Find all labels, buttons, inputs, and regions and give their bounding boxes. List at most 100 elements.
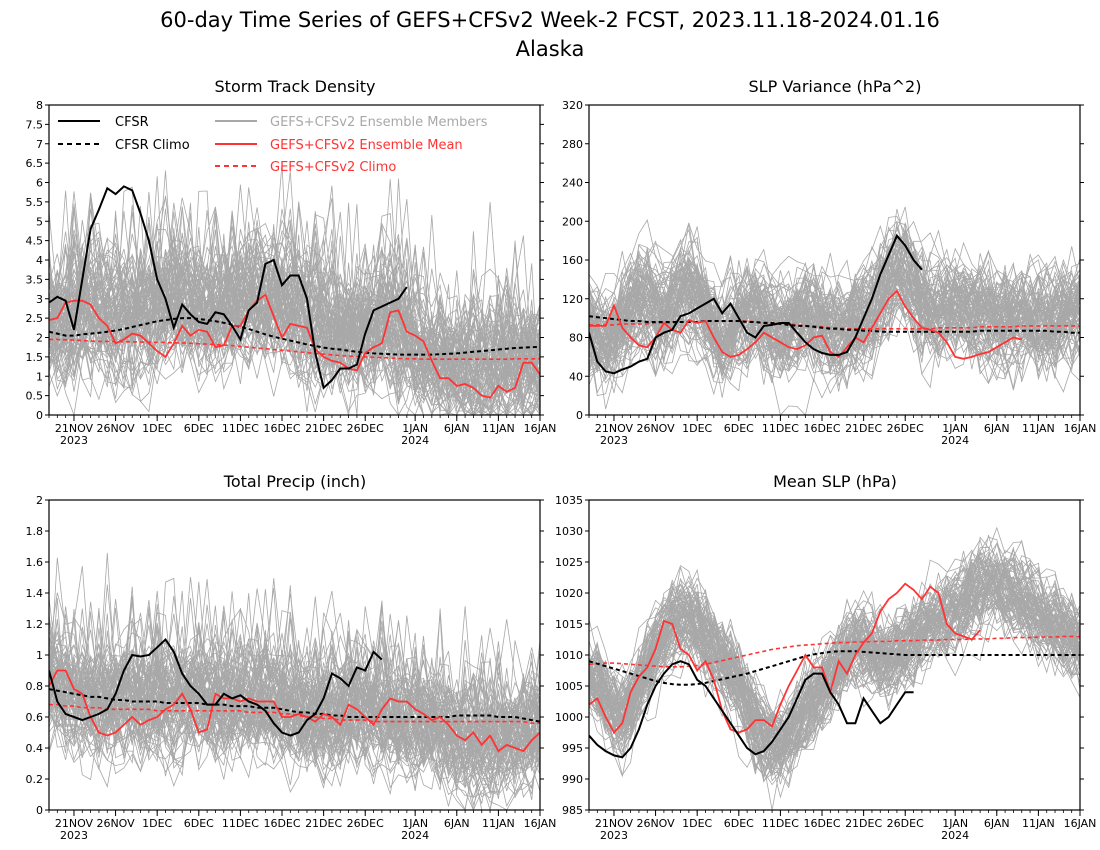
x-tick-year-label: 2024 (401, 434, 429, 447)
y-tick-label: 200 (562, 215, 583, 228)
panel-slp-variance: SLP Variance (hPa^2) 0 40 80 120 160 200 240 28… (562, 77, 1096, 447)
ensemble-member-line (49, 237, 540, 415)
ensemble-member-line (589, 556, 1080, 778)
ensemble-member-line (49, 636, 540, 792)
x-tick-label: 6DEC (724, 817, 754, 830)
y-tick-label: 985 (562, 804, 583, 817)
y-tick-label: 2.5 (26, 312, 44, 325)
y-tick-label: 1 (36, 649, 43, 662)
panel-storm-track-density: Storm Track Density 0 0.5 1 1.5 2 2.5 3 3.5 4 4.5… (26, 77, 557, 447)
y-tick-label: 1035 (555, 494, 583, 507)
ensemble-member-line (589, 258, 1080, 353)
x-tick-label: 16JAN (524, 422, 557, 435)
x-tick-label: 26DEC (887, 422, 924, 435)
x-tick-label: 6JAN (984, 817, 1010, 830)
x-tick-label: 11DEC (222, 422, 259, 435)
y-tick-label: 1.8 (26, 525, 44, 538)
y-tick-label: 1020 (555, 587, 583, 600)
y-tick-label: 0 (36, 409, 43, 422)
y-tick-label: 1025 (555, 556, 583, 569)
x-tick-label: 16DEC (803, 422, 840, 435)
y-tick-label: 6 (36, 177, 43, 190)
x-tick-label: 1DEC (682, 817, 712, 830)
legend-label-members: GEFS+CFSv2 Ensemble Members (270, 115, 488, 130)
ensemble-member-line (49, 236, 540, 415)
y-tick-label: 0 (576, 409, 583, 422)
x-tick-label: 26DEC (887, 817, 924, 830)
ensemble-member-line (589, 225, 1080, 380)
ensemble-member-line (49, 599, 540, 799)
ensemble-member-line (49, 630, 540, 770)
ensemble-member-line (589, 261, 1080, 395)
legend-label-cfsr-climo: CFSR Climo (115, 138, 190, 153)
y-tick-label: 7 (36, 138, 43, 151)
x-tick-label: 26DEC (347, 817, 384, 830)
y-tick-label: 1030 (555, 525, 583, 538)
x-tick-label: 1JAN (942, 817, 968, 830)
y-tick-label: 160 (562, 254, 583, 267)
cfsr-line (589, 233, 923, 375)
x-tick-label: 6JAN (984, 422, 1010, 435)
x-tick-label: 6DEC (184, 422, 214, 435)
x-tick-year-label: 2023 (60, 434, 88, 447)
ensemble-member-line (49, 185, 540, 415)
cfsr-climo-line (589, 650, 1080, 686)
ensemble-member-line (589, 242, 1080, 364)
ensemble-member-line (589, 237, 1080, 376)
x-tick-label: 21DEC (305, 817, 342, 830)
ensemble-member-line (589, 561, 1080, 767)
panel-title: SLP Variance (hPa^2) (749, 77, 922, 96)
ensemble-member-line (589, 274, 1080, 381)
ensemble-member-line (49, 259, 540, 415)
ensemble-member-line (49, 601, 540, 760)
y-tick-label: 0.5 (26, 390, 44, 403)
ensemble-member-line (589, 546, 1080, 740)
y-tick-label: 0 (36, 804, 43, 817)
ensemble-member-line (589, 229, 1080, 381)
ensemble-members (49, 163, 540, 415)
figure-subtitle: Alaska (516, 37, 585, 61)
cfsr-climo-line (49, 688, 540, 723)
ensemble-member-line (589, 235, 1080, 377)
ensemble-mean-line (49, 669, 540, 753)
y-tick-label: 5.5 (26, 196, 44, 209)
ensemble-member-line (49, 633, 540, 810)
ensemble-member-line (49, 190, 540, 386)
ensemble-member-line (589, 564, 1080, 742)
y-tick-label: 40 (569, 370, 583, 383)
ensemble-member-line (49, 650, 540, 794)
y-tick-label: 5 (36, 215, 43, 228)
y-tick-label: 7.5 (26, 118, 44, 131)
y-tick-label: 1.6 (26, 556, 44, 569)
x-tick-label: 11JAN (482, 817, 515, 830)
ensemble-member-line (589, 253, 1080, 376)
x-tick-label: 11JAN (1022, 817, 1055, 830)
legend-label-cfsr: CFSR (115, 115, 149, 130)
cfsr-climo-line (49, 317, 540, 356)
ensemble-mean-line (49, 293, 540, 399)
x-tick-label: 21DEC (845, 422, 882, 435)
x-tick-label: 21DEC (305, 422, 342, 435)
y-tick-label: 1.2 (26, 618, 44, 631)
x-tick-label: 16DEC (263, 422, 300, 435)
ensemble-member-line (589, 261, 1080, 371)
x-tick-year-label: 2024 (401, 829, 429, 842)
y-tick-label: 2 (36, 332, 43, 345)
ensemble-member-line (49, 615, 540, 771)
x-tick-year-label: 2023 (600, 434, 628, 447)
y-tick-label: 1010 (555, 649, 583, 662)
y-tick-label: 6.5 (26, 157, 44, 170)
ensemble-mean-line (589, 289, 1022, 360)
ensemble-member-line (589, 263, 1080, 383)
panel-title: Total Precip (inch) (223, 472, 366, 491)
ensemble-member-line (49, 603, 540, 767)
y-tick-label: 0.4 (26, 742, 44, 755)
y-tick-label: 990 (562, 773, 583, 786)
x-tick-label: 6JAN (444, 422, 470, 435)
x-tick-label: 26NOV (636, 422, 675, 435)
x-tick-label: 1DEC (142, 817, 172, 830)
x-tick-label: 16JAN (1064, 422, 1097, 435)
x-tick-label: 11JAN (482, 422, 515, 435)
y-tick-label: 1005 (555, 680, 583, 693)
